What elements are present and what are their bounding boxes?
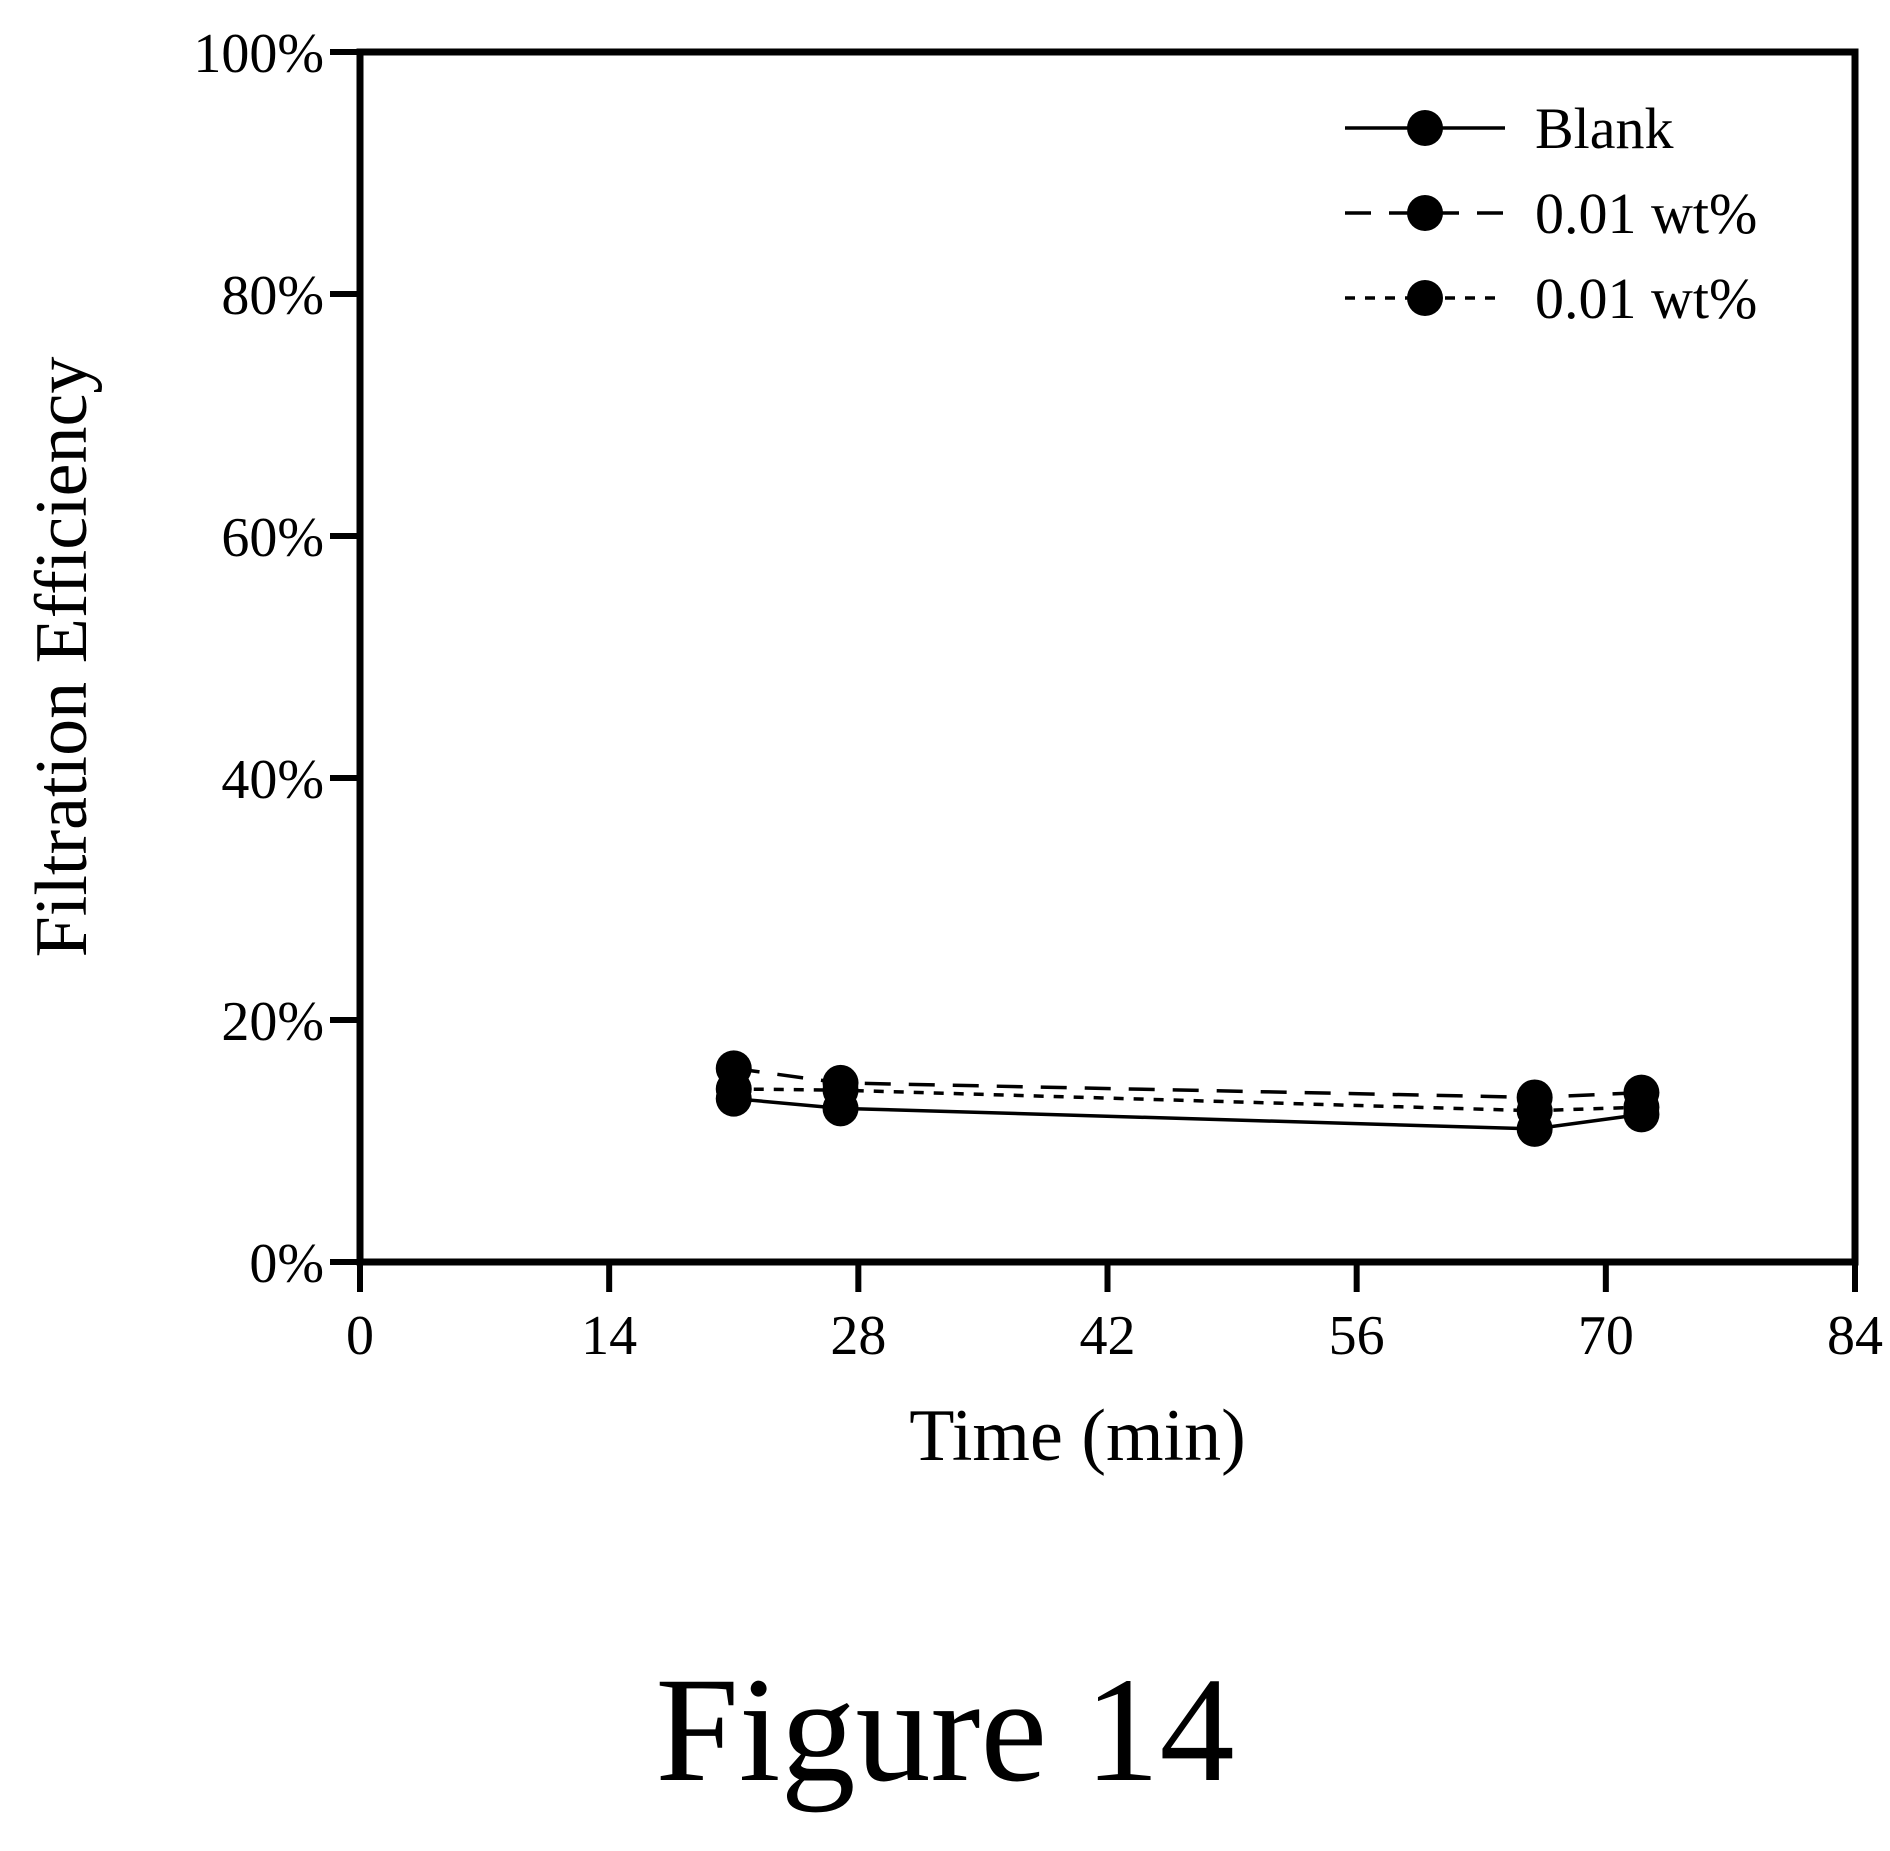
y-tick-label: 20% — [221, 991, 324, 1053]
data-point-series-3 — [1516, 1092, 1553, 1129]
figure-caption: Figure 14 — [655, 1647, 1235, 1813]
y-tick-label: 80% — [221, 265, 324, 327]
legend-label-2: 0.01 wt% — [1535, 181, 1757, 246]
y-tick-label: 40% — [221, 749, 324, 811]
y-axis-title: Filtration Efficiency — [21, 357, 103, 958]
x-tick-label: 14 — [581, 1305, 637, 1367]
data-point-series-3 — [1623, 1089, 1660, 1126]
legend-marker-1 — [1407, 110, 1443, 146]
x-axis-title: Time (min) — [909, 1395, 1245, 1477]
y-tick-label: 0% — [249, 1233, 324, 1295]
line-chart: 0% 20% 40% 60% 80% 100% 0 14 28 42 56 70 84 Time (min… — [21, 23, 1883, 1477]
legend-marker-3 — [1407, 280, 1443, 316]
x-tick-label: 0 — [346, 1305, 374, 1367]
series-line-1 — [733, 1096, 1642, 1131]
data-point-series-3 — [822, 1072, 859, 1109]
chart-canvas: 0% 20% 40% 60% 80% 100% 0 14 28 42 56 70 84 Time (min… — [21, 23, 1883, 1477]
legend-marker-2 — [1407, 195, 1443, 231]
y-tick-label: 100% — [193, 23, 324, 85]
legend-label-3: 0.01 wt% — [1535, 266, 1757, 331]
x-tick-label: 56 — [1329, 1305, 1385, 1367]
x-tick-label: 84 — [1827, 1305, 1883, 1367]
series-line-2 — [733, 1066, 1642, 1100]
data-point-series-3 — [715, 1070, 752, 1107]
x-tick-label: 28 — [830, 1305, 886, 1367]
x-tick-label: 70 — [1578, 1305, 1634, 1367]
x-tick-label: 42 — [1080, 1305, 1136, 1367]
y-tick-label: 60% — [221, 507, 324, 569]
legend-label-1: Blank — [1535, 96, 1674, 161]
